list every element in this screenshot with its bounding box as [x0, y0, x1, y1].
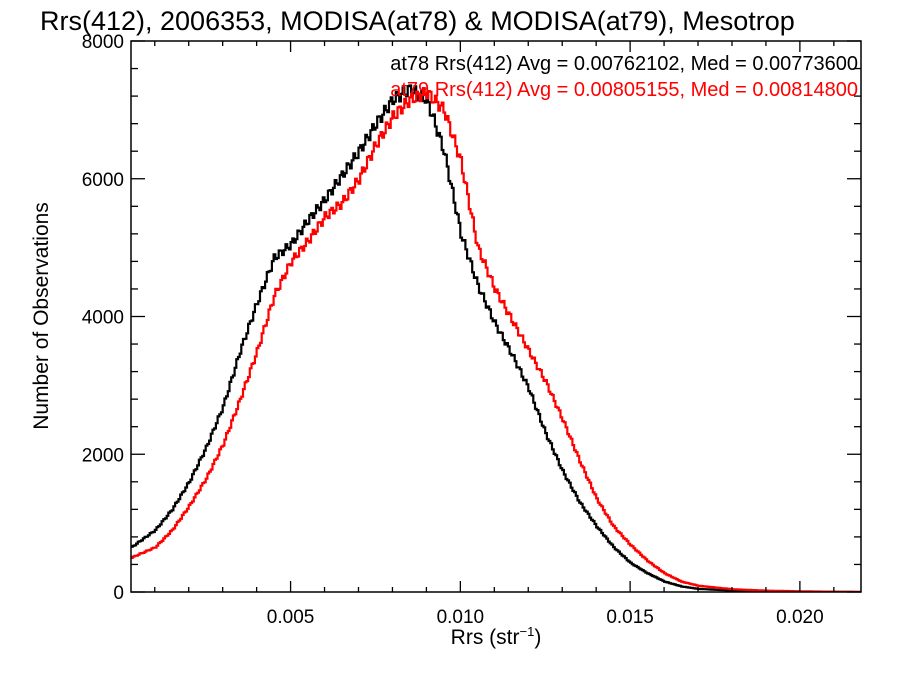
series-line-at78 [131, 84, 861, 592]
ticks-layer: 0.005 0.010 0.015 0.020 0 2000 4000 6000 8000 [82, 32, 861, 628]
y-tick-label: 4000 [82, 308, 124, 329]
y-tick-label: 2000 [82, 445, 124, 466]
y-axis-label: Number of Observations [30, 202, 53, 430]
x-tick-label: 0.010 [437, 607, 485, 628]
legend-at78-annotation: at78 Rrs(412) Avg = 0.00762102, Med = 0.… [390, 53, 858, 75]
x-tick-label: 0.020 [776, 607, 824, 628]
y-tick-label: 6000 [82, 170, 124, 191]
x-axis-label-superscript: −1 [520, 624, 535, 639]
series-line-at79 [131, 87, 861, 592]
y-tick-label: 8000 [82, 32, 124, 53]
x-tick-label: 0.015 [606, 607, 654, 628]
legend-at79-annotation: at79 Rrs(412) Avg = 0.00805155, Med = 0.… [390, 79, 858, 101]
chart-title: Rrs(412), 2006353, MODISA(at78) & MODISA… [40, 6, 795, 36]
x-tick-label: 0.005 [267, 607, 315, 628]
series-layer [131, 84, 861, 592]
y-tick-label: 0 [113, 583, 124, 604]
x-axis-label: Rrs (str−1) [451, 624, 542, 649]
plot-frame [130, 40, 862, 593]
